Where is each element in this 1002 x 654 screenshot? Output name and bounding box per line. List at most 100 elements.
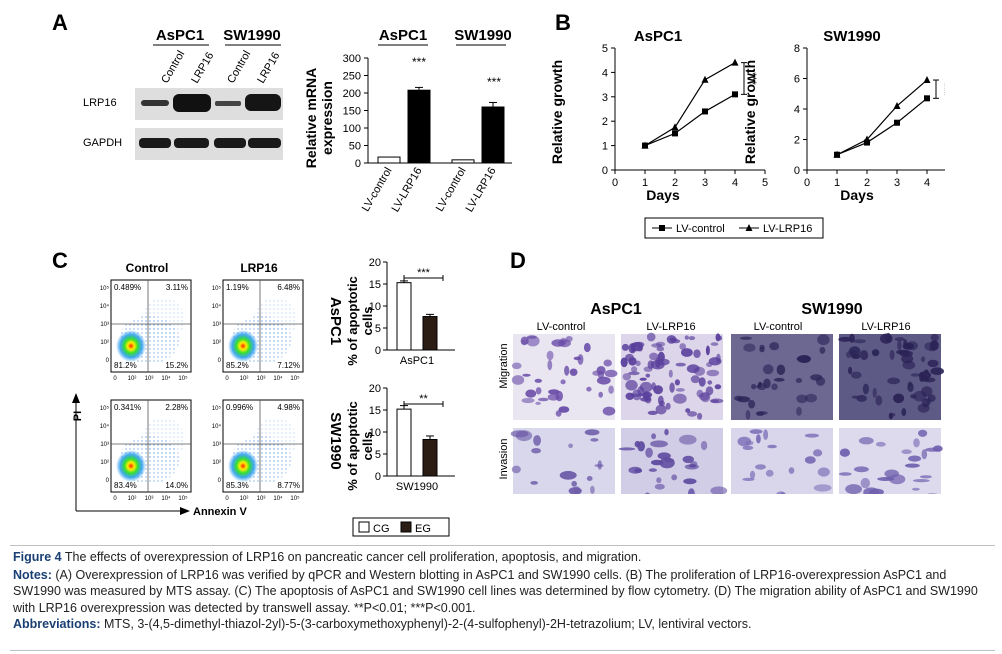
stained-cell (838, 336, 852, 342)
mrna-ytick-label: 200 (343, 88, 361, 100)
growth-xtick-label: 0 (612, 177, 618, 189)
stained-cell (749, 470, 756, 479)
stained-cell (716, 353, 721, 363)
stained-cell (918, 429, 928, 437)
stained-cell (910, 373, 920, 377)
growth-point-square (924, 95, 930, 102)
stained-cell (511, 465, 521, 474)
flow-xtick-label: 10² (240, 496, 249, 502)
stained-cell (776, 364, 786, 376)
flow-ytick-label: 10² (212, 460, 221, 466)
apop-bar (422, 438, 438, 477)
panel-label-b: B (555, 10, 571, 35)
growth-ytick-label: 0 (602, 165, 608, 177)
flow-plot: 0.489% 3.11% 81.2% 15.2% 10⁵ 10⁴ 10³ 10² 0 0 10² 10… (100, 279, 192, 382)
stained-cell (653, 385, 663, 395)
growth-xtick-label: 2 (672, 177, 678, 189)
stained-cell (813, 484, 832, 492)
abbr-label: Abbreviations: (13, 617, 101, 631)
growth-point-square (864, 139, 870, 146)
flow-q-ll: 85.2% (226, 361, 249, 370)
flow-ytick-label: 10³ (100, 322, 109, 328)
stained-cell (769, 342, 780, 351)
stained-cell (877, 477, 895, 481)
stained-cell (908, 455, 922, 462)
stained-cell (705, 386, 714, 396)
mrna-ytick-label: 100 (343, 123, 361, 135)
stained-cell (656, 477, 662, 484)
stained-cell (664, 428, 669, 436)
western-blot: AsPC1 SW1990 Control LRP16 Control LRP16… (83, 27, 283, 160)
apop-bar (396, 282, 412, 351)
stained-cell (762, 364, 774, 375)
apop-ylabel-1b: cells (360, 307, 375, 336)
flow-xtick-label: 10⁴ (161, 495, 171, 502)
flow-q-ll: 83.4% (114, 481, 137, 490)
flow-xtick-label: 10⁵ (290, 495, 300, 502)
growth-legend-box (644, 217, 824, 239)
stained-cell (688, 488, 695, 494)
stained-cell (683, 478, 697, 485)
tw-row-invasion: Invasion (498, 439, 510, 480)
stained-cell (620, 357, 628, 368)
flow-events-upper (141, 418, 185, 462)
stained-cell (904, 463, 920, 468)
flow-plot: 1.19% 6.48% 85.2% 7.12% 10⁵ 10⁴ 10³ 10² 0 0 10² 10³… (212, 279, 304, 382)
flow-xtick-label: 0 (225, 496, 229, 502)
mrna-bar-chart: AsPC1 SW1990 Relative mRNA expression 0 5… (303, 27, 512, 214)
transwell-image (618, 428, 728, 494)
blot-row-gapdh: GAPDH (83, 137, 122, 149)
growth-point-triangle (863, 135, 871, 143)
flow-ytick-label: 10⁵ (100, 405, 110, 412)
growth-charts: AsPC1 SW1990 Relative growth Relative gr… (549, 28, 945, 239)
flow-ytick-label: 10³ (212, 322, 221, 328)
stained-cell (651, 459, 663, 466)
stained-cell (804, 433, 819, 438)
stained-cell (804, 456, 816, 464)
growth-ytick-label: 4 (602, 67, 608, 79)
apop-bar (422, 316, 438, 351)
caption-notes: Notes: (A) Overexpression of LRP16 was v… (13, 567, 993, 617)
stained-cell (560, 379, 566, 385)
stained-cell (655, 404, 667, 415)
flow-ytick-label: 10² (100, 460, 109, 466)
stained-cell (771, 383, 778, 391)
band-lrp16-4 (245, 94, 281, 111)
flow-q-lr: 7.12% (277, 361, 300, 370)
stained-cell (700, 440, 708, 451)
stained-cell (742, 445, 754, 450)
stained-cell (628, 371, 640, 376)
flow-xtick-label: 0 (113, 496, 117, 502)
stained-cell (780, 492, 786, 494)
flow-plot: 0.341% 2.28% 83.4% 14.0% 10⁵ 10⁴ 10³ 10² 0 0 10² 10… (100, 399, 192, 502)
stained-cell (858, 437, 874, 445)
stained-cell (853, 339, 866, 344)
stained-cell (887, 377, 900, 385)
tw-group-aspc1: AsPC1 (590, 301, 642, 318)
stained-cell (569, 368, 578, 376)
transwell-images: AsPC1 SW1990 LV-control LV-LRP16 LV-cont… (498, 301, 944, 494)
growth-xtick-label: 3 (702, 177, 708, 189)
stained-cell (927, 493, 938, 494)
stained-cell (594, 464, 604, 468)
stained-cell (745, 410, 751, 420)
flow-xtick-label: 10⁵ (178, 495, 188, 502)
flow-ytick-label: 10³ (212, 442, 221, 448)
stained-cell (622, 373, 631, 381)
stained-cell (788, 467, 795, 474)
blot-group-sw1990: SW1990 (223, 27, 281, 44)
stained-cell (586, 476, 593, 481)
panel-label-d: D (510, 248, 526, 273)
stained-cell (586, 386, 592, 392)
stained-cell (872, 387, 877, 398)
stained-cell (893, 393, 905, 404)
tw-col-2: LV-LRP16 (646, 321, 695, 333)
growth-ylabel-1: Relative growth (549, 60, 565, 164)
flow-xtick-label: 10² (240, 376, 249, 382)
stained-cell (927, 359, 939, 368)
stained-cell (848, 346, 861, 357)
flow-ytick-label: 10³ (100, 442, 109, 448)
stained-cell (860, 477, 870, 489)
stained-cell (853, 466, 869, 473)
flow-q-ll: 85.3% (226, 481, 249, 490)
